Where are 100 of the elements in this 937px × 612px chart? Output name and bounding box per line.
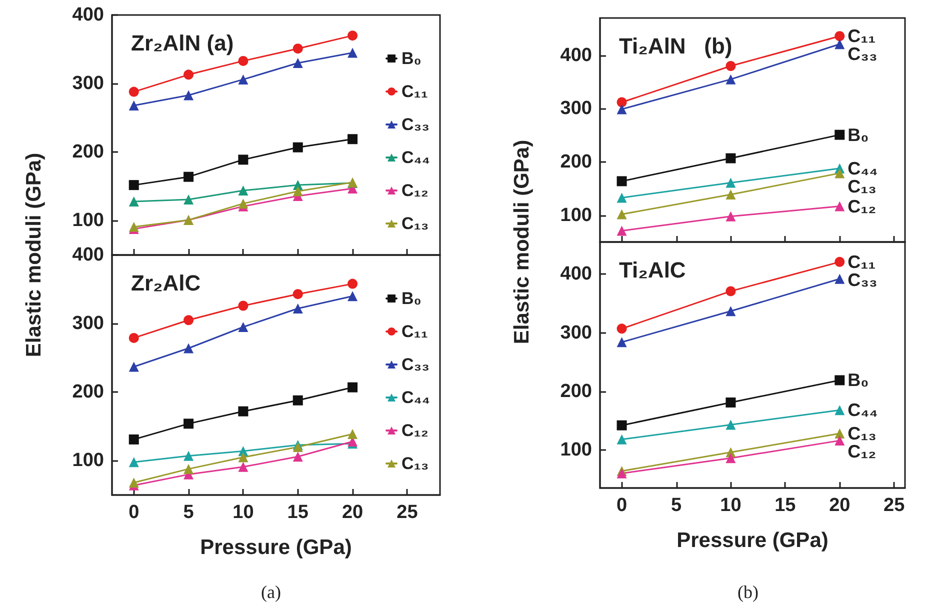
point (184, 343, 194, 354)
y-tick-label: 100 (560, 204, 592, 226)
point (834, 130, 845, 140)
point (348, 30, 358, 41)
point (238, 462, 248, 472)
point (726, 190, 736, 200)
point (238, 74, 248, 84)
x-tick-label: 20 (829, 495, 850, 516)
point (834, 39, 845, 50)
point (726, 306, 736, 316)
point (834, 274, 845, 284)
point (616, 176, 627, 186)
point (128, 100, 139, 111)
point (834, 405, 845, 416)
y-axis-title: Elastic moduli (GPa) (22, 152, 46, 358)
point (834, 436, 845, 446)
y-axis-title: Elastic moduli (GPa) (510, 140, 534, 344)
legend-label: B₀ (402, 49, 422, 68)
point (834, 168, 845, 178)
series-label: C₁₃ (848, 176, 876, 196)
point (726, 397, 736, 408)
point (238, 322, 248, 332)
point (184, 315, 194, 326)
point (292, 44, 303, 54)
point (238, 198, 248, 209)
text: Ti₂AlN (b) (619, 34, 732, 58)
series-label: C₁₂ (848, 196, 876, 216)
legend-label: C₁₂ (402, 181, 428, 200)
y-tick-label: 400 (560, 264, 592, 285)
point (726, 153, 736, 164)
x-axis-title: Pressure (GPa) (676, 529, 828, 552)
x-tick-label: 15 (287, 502, 309, 523)
series-label: C₄₄ (848, 158, 878, 178)
y-tick-label: 200 (72, 382, 104, 403)
point (616, 209, 627, 220)
legend-label: C₁₃ (402, 214, 429, 233)
point (292, 142, 303, 152)
series-label: C₁₃ (848, 424, 876, 444)
legend-label: C₄₄ (402, 148, 430, 167)
point (726, 74, 736, 84)
point (834, 256, 845, 267)
x-tick-label: 5 (670, 495, 682, 516)
point (834, 375, 845, 386)
point (616, 226, 627, 236)
x-tick-label: 0 (616, 495, 628, 516)
point (238, 56, 248, 66)
legend-label: C₃₃ (402, 355, 430, 374)
point (184, 70, 194, 80)
point (292, 395, 303, 406)
y-tick-label: 200 (560, 152, 592, 172)
point (128, 362, 139, 372)
point (128, 86, 139, 97)
legend-label: C₁₂ (402, 421, 428, 440)
series-label: C₁₁ (848, 26, 876, 46)
legend-label: C₃₃ (402, 115, 430, 134)
y-tick-label: 300 (560, 98, 592, 120)
y-tick-label: 400 (72, 4, 104, 26)
x-tick-label: 15 (774, 495, 796, 516)
y-tick-label: 100 (72, 450, 104, 472)
x-tick-label: 0 (128, 502, 140, 523)
y-tick-label: 400 (560, 44, 592, 66)
point (292, 303, 303, 314)
legend-label: C₁₃ (402, 454, 429, 473)
point (292, 58, 303, 68)
x-tick-label: 10 (720, 495, 742, 516)
point (128, 196, 139, 207)
x-tick-label: 20 (342, 502, 364, 523)
text: (a) (261, 582, 281, 602)
x-tick-label: 5 (183, 502, 194, 523)
point (238, 452, 248, 462)
x-tick-label: 25 (396, 502, 418, 523)
point (616, 434, 627, 444)
y-tick-label: 300 (72, 73, 104, 94)
point (128, 180, 139, 190)
point (726, 453, 736, 464)
series-label: C₄₄ (848, 400, 878, 420)
point (128, 478, 139, 488)
point (292, 452, 303, 462)
point (348, 278, 358, 289)
point (616, 337, 627, 348)
legend-label: C₁₁ (402, 82, 428, 101)
series-label: C₃₃ (848, 270, 878, 290)
point (348, 134, 358, 144)
point (238, 406, 248, 416)
point (616, 324, 627, 334)
point (292, 289, 303, 300)
point (238, 154, 248, 165)
point (616, 192, 627, 203)
y-tick-label: 200 (560, 380, 592, 402)
point (834, 201, 845, 212)
point (348, 48, 358, 58)
legend-label: B₀ (402, 289, 422, 308)
point (128, 434, 139, 444)
y-tick-label: 200 (72, 142, 104, 163)
point (348, 382, 358, 392)
text: Ti₂AlC (619, 258, 686, 282)
point (184, 172, 194, 182)
y-tick-label: 300 (560, 322, 592, 344)
point (726, 286, 736, 296)
point (184, 418, 194, 429)
